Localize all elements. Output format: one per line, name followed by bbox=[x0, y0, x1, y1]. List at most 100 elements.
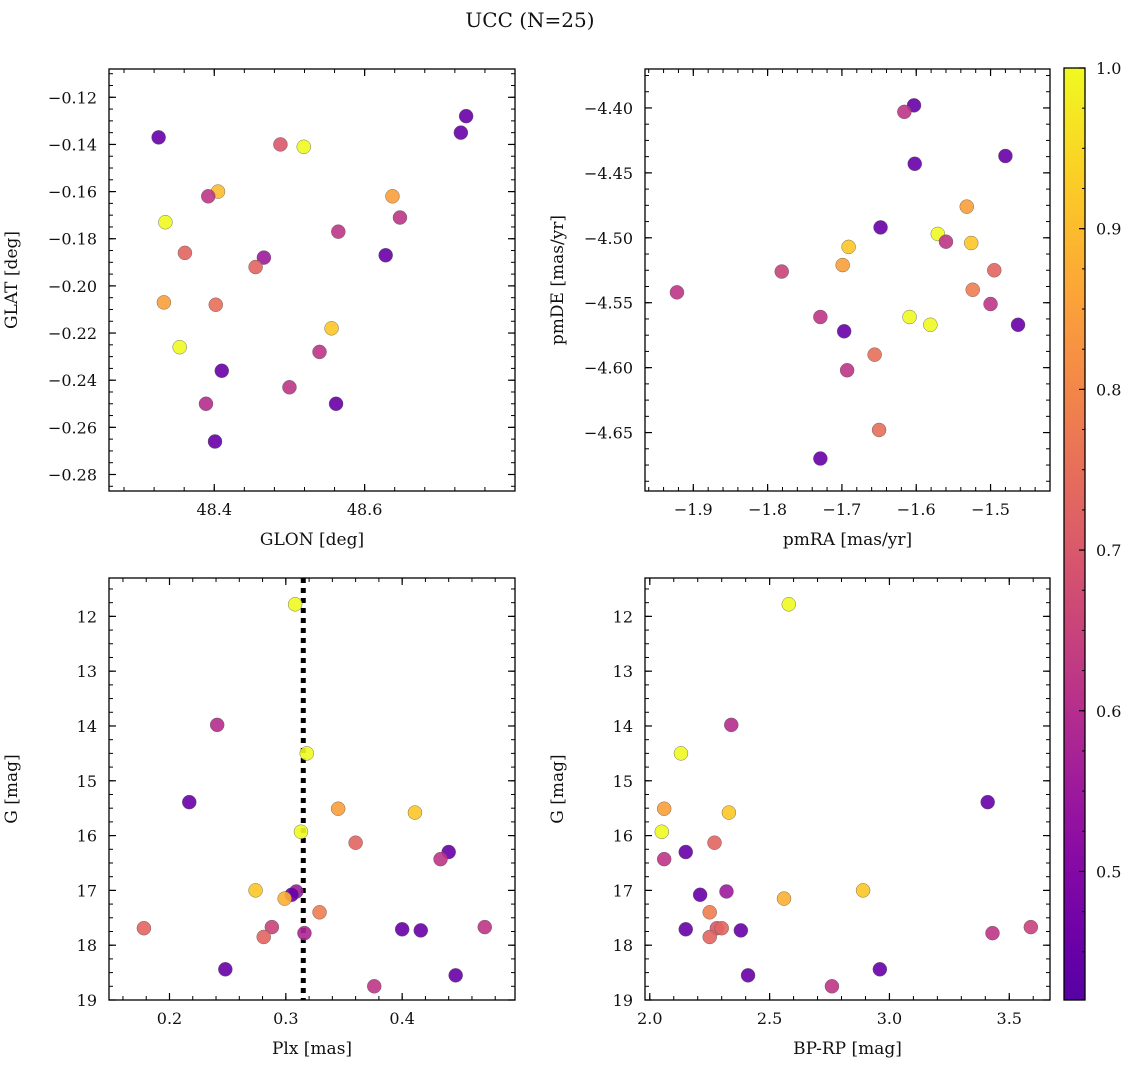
data-point bbox=[296, 139, 311, 154]
data-point bbox=[1023, 919, 1039, 935]
y-tick-label: −0.12 bbox=[48, 88, 97, 107]
panel-3: 0.2 0.3 0.4 12 13 14 15 16 17 18 19 Plx [mas] G [mag… bbox=[2, 577, 516, 1059]
data-point bbox=[413, 923, 428, 938]
data-point bbox=[656, 801, 672, 816]
data-point bbox=[248, 883, 263, 898]
x-axis-label: GLON [deg] bbox=[260, 530, 364, 550]
y-tick-label: −4.40 bbox=[584, 99, 633, 118]
colorbar-tick-label: 0.5 bbox=[1096, 862, 1121, 881]
colorbar-tick-label: 0.8 bbox=[1096, 380, 1121, 399]
data-point bbox=[256, 250, 272, 265]
data-point bbox=[959, 199, 974, 214]
data-point bbox=[453, 125, 469, 140]
x-tick-label: −1.8 bbox=[748, 500, 787, 519]
y-tick-label: 19 bbox=[613, 991, 633, 1010]
data-point bbox=[824, 979, 840, 994]
y-tick-label: −0.28 bbox=[48, 465, 97, 484]
data-point bbox=[136, 921, 152, 936]
y-tick-label: −0.24 bbox=[48, 371, 97, 390]
x-tick-label: −1.7 bbox=[822, 500, 861, 519]
plot-frame bbox=[108, 68, 516, 492]
data-point bbox=[248, 259, 263, 275]
y-axis-label: G [mag] bbox=[548, 754, 568, 823]
data-point bbox=[678, 844, 693, 860]
panel-4: 2.0 2.5 3.0 3.5 12 13 14 15 16 17 18 19 BP-RP [mag] G… bbox=[548, 577, 1051, 1059]
data-point bbox=[719, 884, 734, 899]
data-point bbox=[477, 919, 492, 935]
x-tick-label: 48.4 bbox=[196, 500, 232, 519]
x-tick-label: 3.0 bbox=[877, 1009, 902, 1028]
data-point bbox=[873, 220, 888, 235]
data-point bbox=[724, 717, 739, 733]
data-point bbox=[348, 835, 363, 850]
data-point bbox=[433, 851, 448, 867]
data-point bbox=[264, 919, 280, 935]
data-point bbox=[330, 801, 346, 816]
data-point bbox=[177, 245, 193, 261]
y-tick-label: −0.20 bbox=[48, 277, 97, 296]
y-tick-label: −4.45 bbox=[584, 164, 633, 183]
data-point bbox=[331, 224, 346, 239]
data-point bbox=[172, 339, 187, 355]
colorbar-tick-label: 0.7 bbox=[1096, 541, 1121, 560]
data-point bbox=[201, 189, 216, 204]
y-tick-label: 16 bbox=[613, 827, 633, 846]
y-tick-label: 17 bbox=[613, 881, 633, 900]
data-point bbox=[207, 434, 223, 449]
x-tick-label: 3.5 bbox=[997, 1009, 1022, 1028]
data-point bbox=[208, 297, 223, 312]
colorbar-bar bbox=[1063, 67, 1086, 1001]
y-tick-label: 15 bbox=[613, 772, 633, 791]
data-point bbox=[654, 824, 669, 839]
x-tick-label: 0.4 bbox=[389, 1009, 414, 1028]
colorbar-tick-label: 0.9 bbox=[1096, 220, 1121, 239]
x-tick-label: 48.6 bbox=[347, 500, 383, 519]
colorbar-tick-label: 0.6 bbox=[1096, 702, 1121, 721]
data-point bbox=[407, 805, 423, 820]
data-point bbox=[287, 597, 303, 612]
data-point bbox=[378, 248, 393, 263]
y-tick-label: 15 bbox=[77, 772, 97, 791]
data-point bbox=[158, 215, 173, 230]
y-tick-label: 13 bbox=[613, 662, 633, 681]
data-point bbox=[714, 921, 729, 936]
data-point bbox=[312, 344, 327, 360]
data-point bbox=[813, 309, 828, 325]
data-point bbox=[673, 746, 689, 761]
data-point bbox=[907, 156, 922, 171]
data-point bbox=[733, 923, 749, 938]
data-point bbox=[392, 210, 408, 225]
data-point bbox=[151, 130, 166, 145]
x-axis-label: Plx [mas] bbox=[272, 1039, 352, 1059]
y-tick-label: 12 bbox=[613, 607, 633, 626]
data-point bbox=[198, 396, 214, 411]
data-point bbox=[839, 363, 855, 378]
data-point bbox=[256, 929, 271, 945]
panel-1: 48.4 48.6 −0.12 −0.14 −0.16 −0.18 −0.20 −0.22 −0… bbox=[2, 68, 516, 550]
y-tick-label: 14 bbox=[613, 717, 633, 736]
data-point bbox=[324, 321, 339, 336]
data-point bbox=[871, 422, 887, 438]
data-point bbox=[774, 264, 789, 279]
y-tick-label: 14 bbox=[77, 717, 97, 736]
plot-frame bbox=[108, 577, 516, 1001]
data-point bbox=[835, 257, 850, 273]
y-tick-label: −0.18 bbox=[48, 230, 97, 249]
data-point bbox=[299, 746, 314, 761]
data-point bbox=[985, 925, 1000, 941]
y-tick-label: 16 bbox=[77, 827, 97, 846]
data-point bbox=[328, 396, 344, 411]
x-tick-label: 2.5 bbox=[757, 1009, 782, 1028]
plot-frame bbox=[644, 68, 1051, 492]
colorbar-tick-label: 1.0 bbox=[1096, 59, 1121, 78]
x-tick-label: −1.5 bbox=[971, 500, 1010, 519]
data-point bbox=[182, 794, 197, 810]
data-point bbox=[902, 309, 917, 325]
data-point bbox=[692, 887, 708, 902]
data-point bbox=[669, 285, 685, 300]
data-point bbox=[897, 104, 912, 120]
data-point bbox=[965, 282, 980, 297]
y-tick-label: −0.22 bbox=[48, 324, 97, 343]
data-point bbox=[872, 962, 888, 977]
